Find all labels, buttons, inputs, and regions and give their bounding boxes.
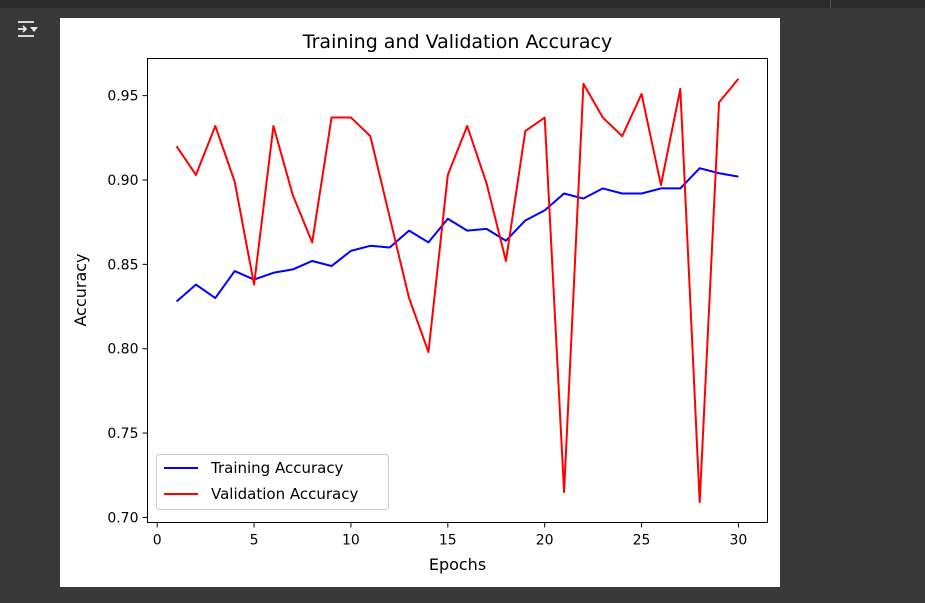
x-tick-label: 30 xyxy=(730,533,748,549)
y-tick-label: 0.85 xyxy=(107,257,138,273)
x-axis-label: Epochs xyxy=(429,555,486,574)
x-tick-label: 5 xyxy=(250,533,259,549)
output-collapse-button[interactable] xyxy=(14,16,42,42)
y-tick-label: 0.75 xyxy=(107,426,138,442)
x-tick-label: 25 xyxy=(633,533,651,549)
chart-title: Training and Validation Accuracy xyxy=(302,31,612,53)
x-tick-label: 0 xyxy=(153,533,162,549)
legend-label: Training Accuracy xyxy=(210,459,344,477)
y-tick-label: 0.80 xyxy=(107,342,138,358)
y-tick-label: 0.95 xyxy=(107,89,138,105)
x-tick-label: 15 xyxy=(439,533,457,549)
legend-item-training: Training Accuracy xyxy=(164,459,344,477)
legend-label: Validation Accuracy xyxy=(211,485,358,503)
y-tick-label: 0.70 xyxy=(107,510,138,526)
y-axis-label: Accuracy xyxy=(71,253,90,326)
chart-svg: Training and Validation Accuracy 0 5 10 15 2… xyxy=(71,31,768,574)
chart-legend: Training Accuracy Validation Accuracy xyxy=(156,454,389,510)
output-collapse-icon xyxy=(18,21,38,37)
training-accuracy-line xyxy=(175,167,739,303)
legend-box xyxy=(156,454,389,510)
y-tick-label: 0.90 xyxy=(107,173,138,189)
plot-area-frame xyxy=(147,58,768,523)
x-tick-label: 10 xyxy=(342,533,360,549)
x-tick-label: 20 xyxy=(536,533,554,549)
legend-item-validation: Validation Accuracy xyxy=(164,485,358,503)
chart-figure: Training and Validation Accuracy 0 5 10 15 2… xyxy=(60,18,780,587)
validation-accuracy-line xyxy=(175,78,740,504)
top-bar-divider xyxy=(830,0,831,8)
top-bar xyxy=(0,0,925,8)
